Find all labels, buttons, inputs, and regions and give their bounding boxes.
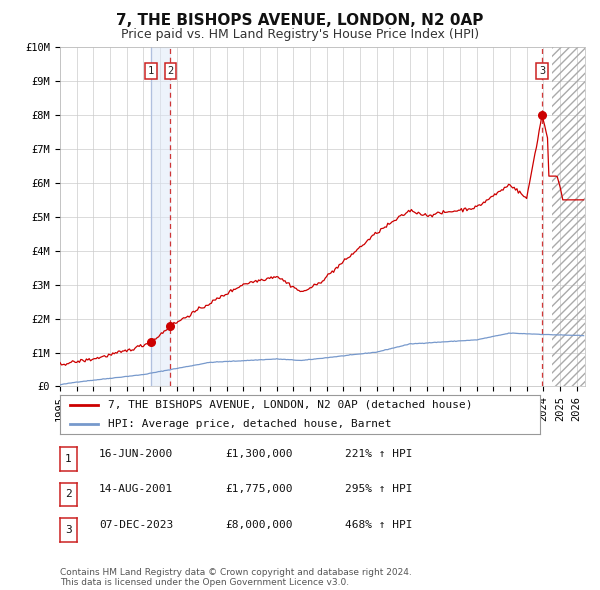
Text: 2: 2 xyxy=(167,66,173,76)
Text: Contains HM Land Registry data © Crown copyright and database right 2024.
This d: Contains HM Land Registry data © Crown c… xyxy=(60,568,412,587)
Text: 2: 2 xyxy=(65,490,72,499)
Text: Price paid vs. HM Land Registry's House Price Index (HPI): Price paid vs. HM Land Registry's House … xyxy=(121,28,479,41)
Text: £1,300,000: £1,300,000 xyxy=(225,449,293,458)
Bar xyxy=(151,47,170,386)
Text: 221% ↑ HPI: 221% ↑ HPI xyxy=(345,449,413,458)
Bar xyxy=(551,47,587,386)
Text: £1,775,000: £1,775,000 xyxy=(225,484,293,494)
Text: £8,000,000: £8,000,000 xyxy=(225,520,293,529)
Text: 3: 3 xyxy=(539,66,545,76)
Text: HPI: Average price, detached house, Barnet: HPI: Average price, detached house, Barn… xyxy=(108,419,392,429)
Text: 16-JUN-2000: 16-JUN-2000 xyxy=(99,449,173,458)
Text: 14-AUG-2001: 14-AUG-2001 xyxy=(99,484,173,494)
Text: 7, THE BISHOPS AVENUE, LONDON, N2 0AP (detached house): 7, THE BISHOPS AVENUE, LONDON, N2 0AP (d… xyxy=(108,400,473,410)
Text: 1: 1 xyxy=(148,66,154,76)
Text: 7, THE BISHOPS AVENUE, LONDON, N2 0AP: 7, THE BISHOPS AVENUE, LONDON, N2 0AP xyxy=(116,13,484,28)
Text: 1: 1 xyxy=(65,454,72,464)
Text: 07-DEC-2023: 07-DEC-2023 xyxy=(99,520,173,529)
Text: 3: 3 xyxy=(65,525,72,535)
Text: 468% ↑ HPI: 468% ↑ HPI xyxy=(345,520,413,529)
Text: 295% ↑ HPI: 295% ↑ HPI xyxy=(345,484,413,494)
